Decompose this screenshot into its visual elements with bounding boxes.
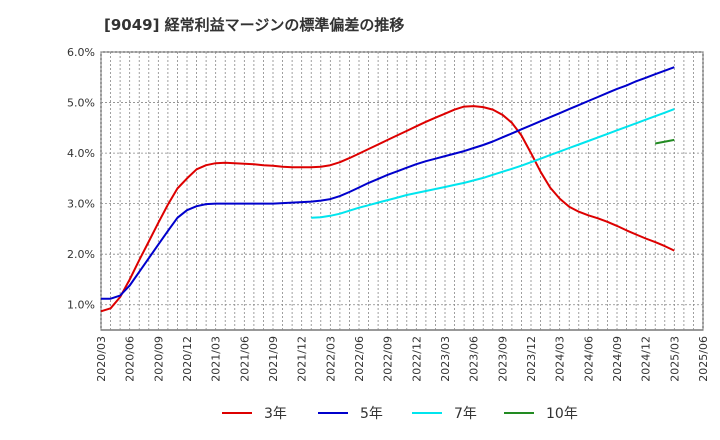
chart-title: [9049] 経常利益マージンの標準偏差の推移 <box>104 16 405 34</box>
x-tick-label: 2021/12 <box>296 336 309 382</box>
x-tick-label: 2021/03 <box>210 336 223 382</box>
y-tick-label: 5.0% <box>67 97 95 110</box>
series-line <box>311 108 675 219</box>
x-tick-label: 2024/09 <box>611 336 624 382</box>
legend: 3年 5年 7年 10年 <box>222 406 578 422</box>
x-tick-label: 2022/09 <box>382 336 395 382</box>
x-tick-label: 2020/12 <box>181 336 194 382</box>
x-tick-label: 2024/03 <box>554 336 567 382</box>
legend-label: 3年 <box>264 406 287 422</box>
x-tick-label: 2020/09 <box>152 336 165 382</box>
series-line <box>655 138 675 145</box>
legend-label: 5年 <box>360 406 383 422</box>
x-tick-label: 2025/06 <box>697 336 710 382</box>
x-tick-label: 2022/06 <box>353 336 366 382</box>
plot-frame <box>100 51 704 331</box>
x-tick-label: 2023/12 <box>525 336 538 382</box>
x-tick-label: 2023/09 <box>496 336 509 382</box>
x-tick-label: 2023/06 <box>468 336 481 382</box>
y-tick-label: 1.0% <box>67 299 95 312</box>
y-tick-label: 6.0% <box>67 46 95 59</box>
x-tick-label: 2024/06 <box>582 336 595 382</box>
x-tick-label: 2023/03 <box>439 336 452 382</box>
series-line <box>100 105 675 313</box>
y-tick-label: 3.0% <box>67 198 95 211</box>
x-tick-label: 2020/06 <box>124 336 137 382</box>
grid-layer <box>100 51 704 331</box>
x-tick-label: 2022/12 <box>410 336 423 382</box>
y-tick-label: 2.0% <box>67 248 95 261</box>
x-tick-label: 2024/12 <box>640 336 653 382</box>
x-tick-label: 2022/03 <box>324 336 337 382</box>
axis-layer: 1.0% 2.0% 3.0% 4.0% 5.0% 6.0% 2020/03 2020/06 20… <box>67 46 710 382</box>
legend-label: 7年 <box>454 406 477 422</box>
y-tick-label: 4.0% <box>67 147 95 160</box>
legend-label: 10年 <box>546 406 578 422</box>
x-tick-label: 2020/03 <box>95 336 108 382</box>
series-line <box>101 66 675 300</box>
x-tick-label: 2025/03 <box>668 336 681 382</box>
series-layer <box>100 66 675 313</box>
x-tick-label: 2021/09 <box>267 336 280 382</box>
x-tick-label: 2021/06 <box>238 336 251 382</box>
